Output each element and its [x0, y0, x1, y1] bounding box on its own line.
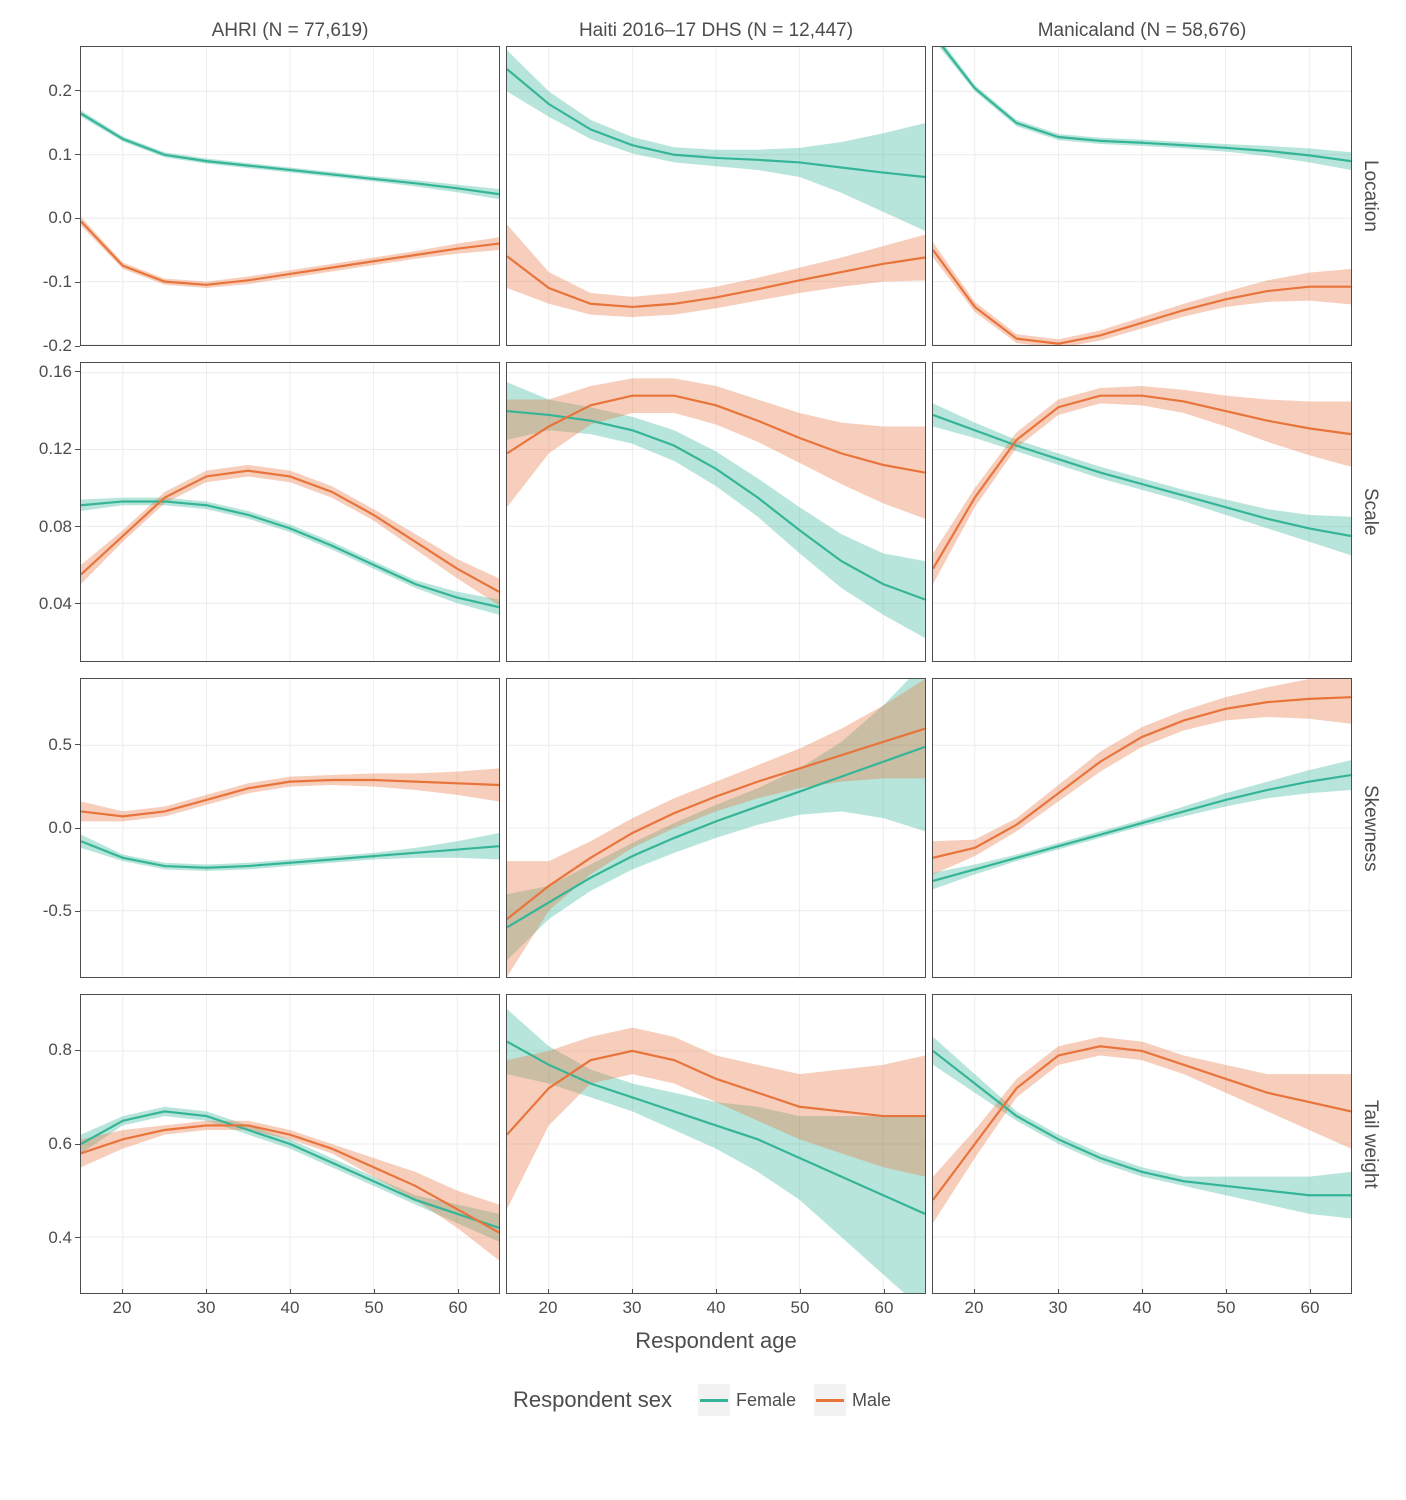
x-tick-label: 50: [365, 1298, 384, 1318]
y-axis: 0.04 0.08 0.12 0.16: [20, 362, 80, 662]
x-tick-label: 40: [707, 1298, 726, 1318]
row-strip-label: Location: [1359, 160, 1381, 232]
x-tick-label: 50: [791, 1298, 810, 1318]
legend-label: Male: [852, 1390, 891, 1411]
x-tick-label: 60: [449, 1298, 468, 1318]
y-tick-label: 0.08: [39, 517, 72, 537]
y-tick-label: 0.12: [39, 439, 72, 459]
y-tick-label: 0.6: [48, 1134, 72, 1154]
column-headers: AHRI (N = 77,619)Haiti 2016–17 DHS (N = …: [80, 20, 1384, 46]
x-tick-label: 50: [1217, 1298, 1236, 1318]
x-axis: 20 30 40 50 60: [506, 1294, 926, 1322]
y-axis: 0.4 0.6 0.8: [20, 994, 80, 1294]
y-tick-label: 0.8: [48, 1040, 72, 1060]
y-tick-label: 0.04: [39, 594, 72, 614]
panel-skewness-manicaland: [932, 678, 1352, 978]
panel-tailweight-haiti: [506, 994, 926, 1294]
legend-item-male: Male: [814, 1384, 891, 1416]
legend: Respondent sex Female Male: [20, 1384, 1384, 1416]
panel-location-ahri: [80, 46, 500, 346]
x-tick-label: 30: [623, 1298, 642, 1318]
row-strip-label: Scale: [1359, 488, 1381, 536]
column-header: Manicaland (N = 58,676): [932, 20, 1352, 46]
row-strip: Skewness: [1356, 678, 1384, 978]
facet-grid-figure: AHRI (N = 77,619)Haiti 2016–17 DHS (N = …: [20, 20, 1384, 1416]
panel-location-haiti: [506, 46, 926, 346]
legend-title: Respondent sex: [513, 1387, 672, 1413]
x-axis-row: 20 30 40 50 60 20 30 40 50 60 20 30 40 50 60: [80, 1294, 1384, 1322]
row-strip: Tail weight: [1356, 994, 1384, 1294]
column-header: AHRI (N = 77,619): [80, 20, 500, 46]
x-tick-label: 30: [1049, 1298, 1068, 1318]
legend-key-male: [814, 1384, 846, 1416]
panel-tailweight-ahri: [80, 994, 500, 1294]
legend-label: Female: [736, 1390, 796, 1411]
x-tick-label: 20: [539, 1298, 558, 1318]
y-tick-label: 0.4: [48, 1228, 72, 1248]
panel-scale-haiti: [506, 362, 926, 662]
x-tick-label: 30: [197, 1298, 216, 1318]
row-strip-label: Tail weight: [1359, 1100, 1381, 1189]
x-tick-label: 40: [281, 1298, 300, 1318]
x-tick-label: 40: [1133, 1298, 1152, 1318]
y-axis: -0.5 0.0 0.5: [20, 678, 80, 978]
legend-key-female: [698, 1384, 730, 1416]
y-tick-label: -0.2: [43, 336, 72, 356]
panel-scale-ahri: [80, 362, 500, 662]
x-tick-label: 60: [875, 1298, 894, 1318]
y-tick-label: 0.0: [48, 818, 72, 838]
y-tick-label: 0.2: [48, 81, 72, 101]
panel-skewness-ahri: [80, 678, 500, 978]
y-tick-label: 0.5: [48, 735, 72, 755]
row-strip: Scale: [1356, 362, 1384, 662]
y-tick-label: 0.0: [48, 208, 72, 228]
x-tick-label: 20: [113, 1298, 132, 1318]
y-tick-label: 0.16: [39, 362, 72, 382]
column-header: Haiti 2016–17 DHS (N = 12,447): [506, 20, 926, 46]
legend-item-female: Female: [698, 1384, 796, 1416]
y-tick-label: -0.1: [43, 272, 72, 292]
panel-skewness-haiti: [506, 678, 926, 978]
row-strip: Location: [1356, 46, 1384, 346]
row-strip-label: Skewness: [1359, 785, 1381, 872]
y-tick-label: -0.5: [43, 901, 72, 921]
panel-tailweight-manicaland: [932, 994, 1352, 1294]
legend-line-icon: [700, 1399, 728, 1402]
y-axis: -0.2-0.10.00.10.2: [20, 46, 80, 346]
panel-location-manicaland: [932, 46, 1352, 346]
panel-scale-manicaland: [932, 362, 1352, 662]
y-tick-label: 0.1: [48, 145, 72, 165]
x-tick-label: 20: [965, 1298, 984, 1318]
x-tick-label: 60: [1301, 1298, 1320, 1318]
x-axis: 20 30 40 50 60: [80, 1294, 500, 1322]
x-axis: 20 30 40 50 60: [932, 1294, 1352, 1322]
legend-line-icon: [816, 1399, 844, 1402]
x-axis-title: Respondent age: [80, 1328, 1352, 1354]
